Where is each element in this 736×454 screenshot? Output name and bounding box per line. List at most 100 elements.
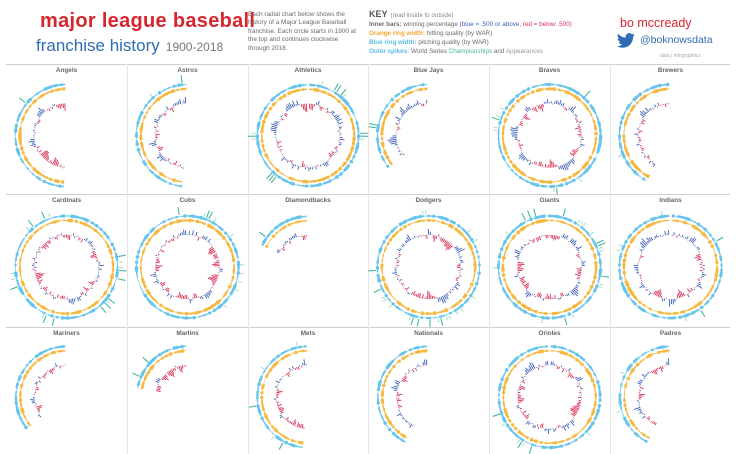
win-pct-bar [207, 249, 215, 255]
win-pct-bar [575, 148, 579, 151]
pitching-ring-segment [342, 168, 347, 173]
world-series-championship-spike [491, 116, 500, 121]
pitching-ring-segment [627, 365, 632, 370]
win-pct-bar [284, 243, 286, 245]
pitching-ring-segment [714, 242, 719, 247]
hitting-ring-segment [166, 91, 171, 95]
world-series-appearance-spike [460, 308, 464, 313]
hitting-ring-segment [385, 155, 390, 160]
hitting-ring-segment [147, 106, 152, 111]
hitting-ring-segment [349, 151, 353, 155]
pitching-ring-segment [36, 91, 41, 95]
world-series-championship-spike [268, 174, 275, 182]
win-pct-bar [274, 386, 278, 388]
hitting-ring-segment [272, 426, 276, 431]
hitting-ring-segment [567, 437, 572, 440]
hitting-ring-segment [578, 300, 582, 305]
pitching-ring-segment [513, 96, 517, 100]
win-pct-bar [641, 147, 644, 150]
hitting-ring-segment [628, 111, 632, 115]
pitching-ring-segment [521, 438, 525, 442]
win-pct-bar [510, 127, 519, 130]
hitting-ring-segment [580, 299, 584, 302]
hitting-ring-segment [519, 431, 524, 436]
pitching-ring-segment [268, 231, 272, 236]
pitching-ring-segment [350, 108, 354, 113]
hitting-ring-segment [538, 87, 542, 92]
win-pct-bar [645, 288, 648, 291]
hitting-ring-segment [647, 223, 652, 228]
hitting-ring-segment [586, 418, 592, 423]
pitching-ring-segment [564, 181, 569, 186]
win-pct-bar [654, 236, 657, 239]
win-pct-bar [68, 234, 71, 241]
pitching-ring-segment [274, 94, 278, 98]
win-pct-bar [524, 369, 529, 374]
win-pct-bar [180, 365, 183, 373]
hitting-ring-segment [271, 234, 276, 239]
win-pct-bar [580, 143, 585, 146]
hitting-ring-segment [172, 178, 176, 183]
pitching-ring-segment [381, 157, 386, 162]
win-pct-bar [405, 107, 409, 111]
hitting-ring-segment [157, 171, 161, 174]
win-pct-bar [580, 388, 583, 390]
hitting-ring-segment [167, 308, 172, 312]
pitching-ring-segment [629, 102, 633, 106]
win-pct-bar [401, 115, 403, 118]
pitching-ring-segment [22, 237, 25, 242]
pitching-ring-segment [16, 118, 20, 122]
pitching-ring-segment [27, 362, 30, 365]
win-pct-bar [412, 369, 415, 373]
pitching-ring-segment [627, 235, 631, 240]
win-pct-bar [183, 229, 185, 236]
hitting-ring-segment [571, 304, 577, 309]
win-pct-bar [38, 380, 42, 383]
hitting-ring-segment [636, 299, 640, 302]
pitching-ring-segment [258, 380, 262, 384]
win-pct-bar [394, 143, 398, 146]
pitching-ring-segment [512, 301, 517, 306]
pitching-ring-segment [379, 284, 383, 288]
win-pct-bar [172, 238, 175, 242]
hitting-ring-segment [588, 155, 593, 160]
hitting-ring-segment [589, 113, 593, 117]
pitching-ring-segment [414, 315, 419, 319]
pitching-ring-segment [149, 359, 154, 364]
win-pct-bar [83, 238, 86, 241]
pitching-ring-segment [641, 176, 646, 181]
pitching-ring-segment [408, 217, 412, 222]
hitting-ring-segment [151, 296, 156, 301]
win-pct-bar [287, 372, 290, 375]
pitching-ring-segment [584, 97, 588, 102]
pitching-ring-segment [270, 169, 276, 175]
team-name: Brewers [657, 67, 684, 74]
win-pct-bar [529, 362, 534, 370]
hitting-ring-segment [213, 228, 217, 231]
pitching-ring-segment [624, 239, 629, 244]
pitching-ring-segment [585, 300, 589, 304]
hitting-ring-segment [45, 91, 50, 95]
world-series-appearance-spike [203, 213, 206, 218]
win-pct-bar [561, 368, 565, 373]
hitting-ring-segment [686, 308, 691, 312]
pitching-ring-segment [630, 298, 633, 302]
win-pct-bar [571, 150, 577, 154]
pitching-ring-segment [383, 421, 388, 426]
win-pct-bar [442, 238, 446, 243]
pitching-ring-segment [298, 215, 302, 219]
pitching-ring-segment [513, 303, 519, 308]
pitching-ring-segment [137, 115, 142, 120]
team-chart: Marlins [127, 327, 248, 454]
hitting-ring-segment [624, 383, 628, 388]
win-pct-bar [525, 292, 531, 298]
pitching-ring-segment [224, 297, 229, 302]
hitting-ring-segment [270, 105, 274, 109]
hitting-ring-segment [53, 178, 58, 183]
pitching-ring-segment [693, 310, 697, 314]
pitching-ring-segment [593, 372, 597, 377]
win-pct-bar [640, 255, 644, 258]
hitting-ring-segment [296, 88, 300, 92]
pitching-ring-segment [395, 435, 400, 439]
win-pct-bar [178, 366, 181, 372]
